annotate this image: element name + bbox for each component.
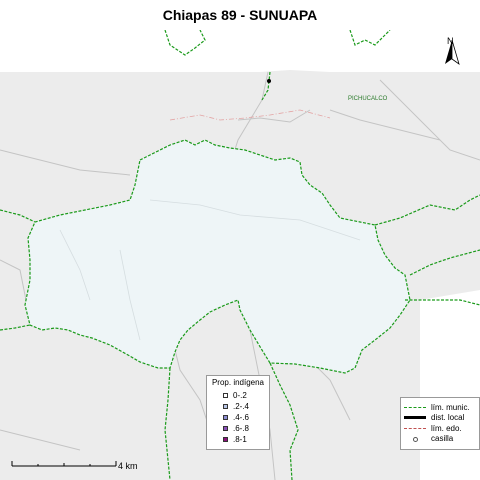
north-arrow-icon: [445, 39, 460, 65]
legend-line-item: casilla: [401, 434, 479, 445]
district-roads: [59, 199, 361, 341]
map-title: Chiapas 89 - SUNUAPA: [162, 7, 318, 23]
legend-item-label: .4-.6: [233, 413, 250, 422]
legend-item: 0-.2: [207, 390, 269, 401]
legend-line-label: lím. edo.: [431, 423, 462, 433]
legend-line-label: casilla: [431, 434, 454, 444]
municipal-boundaries: [0, 30, 480, 480]
legend-indigena-title: Prop. indígena: [211, 378, 265, 387]
north-label: N: [447, 36, 454, 46]
legend-swatch: [223, 415, 228, 420]
legend-item: .4-.6: [207, 412, 269, 423]
legend-line-label: lím. munic.: [431, 402, 470, 412]
casilla-marker[interactable]: [267, 79, 271, 83]
outside-area-top: [0, 30, 480, 72]
district-line-icon: [404, 416, 426, 420]
place-label-pichucalco: PICHUCALCO: [348, 96, 388, 102]
state-line-icon: [404, 427, 426, 429]
legend-lines: lím. munic. dist. local lím. edo. casill…: [400, 397, 480, 450]
municipal-line-icon: [404, 406, 426, 408]
legend-line-item: dist. local: [401, 413, 479, 424]
legend-item-label: .2-.4: [233, 402, 250, 411]
legend-item-label: .6-.8: [233, 424, 250, 433]
legend-swatch: [223, 393, 228, 398]
legend-item-label: 0-.2: [233, 391, 247, 400]
legend-item: .2-.4: [207, 401, 269, 412]
legend-item: .8-1: [207, 434, 269, 445]
outside-area-right: [420, 290, 480, 480]
legend-swatch: [223, 426, 228, 431]
district-sunuapa[interactable]: [24, 139, 411, 374]
legend-line-label: dist. local: [431, 413, 465, 423]
legend-swatch: [223, 437, 228, 442]
legend-item-label: .8-1: [233, 435, 247, 444]
legend-indigena: Prop. indígena 0-.2 .2-.4 .4-.6 .6-.8 .8…: [206, 375, 270, 450]
legend-line-item: lím. edo.: [401, 423, 479, 434]
legend-line-item: lím. munic.: [401, 402, 479, 413]
legend-swatch: [223, 404, 228, 409]
state-border: [169, 109, 331, 121]
scale-label: 4 km: [118, 461, 138, 471]
legend-item: .6-.8: [207, 423, 269, 434]
scale-bar: [11, 461, 117, 467]
